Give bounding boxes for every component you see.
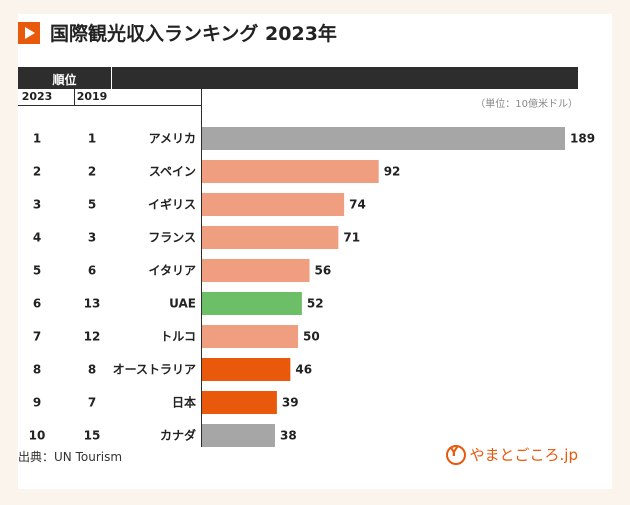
rank-2023-cell: 1 xyxy=(33,132,41,146)
logo-icon xyxy=(445,444,466,465)
data-label: 92 xyxy=(384,165,401,179)
data-label: 189 xyxy=(570,132,595,146)
year-2023-header: 2023 xyxy=(21,90,53,103)
rank-2023-cell: 5 xyxy=(33,264,41,278)
rank-2023-cell: 8 xyxy=(33,363,41,377)
bar xyxy=(202,424,275,447)
year-divider xyxy=(74,89,75,105)
axis-line xyxy=(201,67,202,447)
data-label: 56 xyxy=(315,264,332,278)
data-label: 74 xyxy=(349,198,366,212)
unit-label: （単位：10億米ドル） xyxy=(475,99,578,110)
bar xyxy=(202,127,565,150)
country-label: UAE xyxy=(169,297,196,311)
site-logo[interactable]: やまとごころ.jp xyxy=(445,444,578,465)
bar xyxy=(202,292,302,315)
rank-2019-cell: 3 xyxy=(88,231,96,245)
data-label: 71 xyxy=(343,231,360,245)
rank-2023-cell: 6 xyxy=(33,297,41,311)
bar xyxy=(202,325,299,348)
rank-2019-cell: 6 xyxy=(88,264,96,278)
data-label: 52 xyxy=(307,297,324,311)
table-header xyxy=(18,67,578,89)
country-label: トルコ xyxy=(160,330,196,344)
country-label: カナダ xyxy=(160,428,196,443)
data-label: 38 xyxy=(280,429,297,443)
country-label: オーストラリア xyxy=(113,363,196,377)
subheader-rule xyxy=(18,105,201,106)
country-label: フランス xyxy=(148,231,196,245)
rank-2019-cell: 13 xyxy=(84,297,101,311)
data-label: 50 xyxy=(303,330,320,344)
country-label: スペイン xyxy=(149,165,196,179)
bar xyxy=(202,391,277,414)
bar xyxy=(202,226,339,249)
bar xyxy=(202,160,379,183)
rank-2019-cell: 15 xyxy=(84,429,101,443)
rank-2023-cell: 7 xyxy=(33,330,41,344)
header-divider xyxy=(18,89,111,90)
data-label: 46 xyxy=(295,363,312,377)
country-label: イタリア xyxy=(148,264,196,278)
rank-2019-cell: 7 xyxy=(88,396,96,410)
logo-text: やまとごころ.jp xyxy=(469,446,578,464)
chart-title: 国際観光収入ランキング 2023年 xyxy=(50,23,337,45)
chart-card xyxy=(18,14,612,489)
bar xyxy=(202,358,291,381)
data-label: 39 xyxy=(282,396,299,410)
bar xyxy=(202,193,345,216)
year-2019-header: 2019 xyxy=(76,90,108,103)
source-note: 出典：UN Tourism xyxy=(18,450,123,464)
rank-2023-cell: 4 xyxy=(33,231,41,245)
rank-header: 順位 xyxy=(52,73,77,87)
rank-2019-cell: 8 xyxy=(88,363,96,377)
country-label: 日本 xyxy=(172,395,196,410)
country-label: アメリカ xyxy=(149,132,196,146)
country-label: イギリス xyxy=(148,197,196,212)
play-icon xyxy=(18,22,40,44)
rank-2019-cell: 2 xyxy=(88,165,96,179)
rank-2019-cell: 5 xyxy=(88,198,96,212)
rank-2023-cell: 2 xyxy=(33,165,41,179)
header-col-divider xyxy=(111,67,112,105)
rank-2019-cell: 12 xyxy=(84,330,101,344)
bar xyxy=(202,259,310,282)
rank-2019-cell: 1 xyxy=(88,132,96,146)
rank-2023-cell: 9 xyxy=(33,396,41,410)
rank-2023-cell: 3 xyxy=(33,198,41,212)
rank-2023-cell: 10 xyxy=(29,429,46,443)
